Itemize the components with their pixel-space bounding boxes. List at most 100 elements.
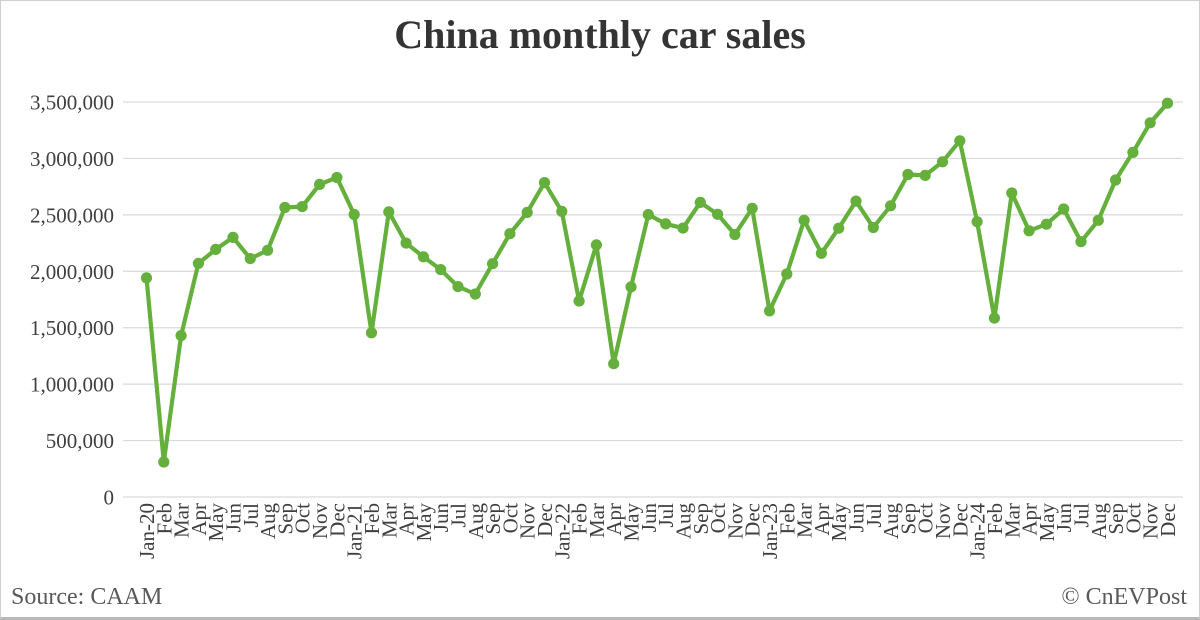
x-tick-label: Jun bbox=[1052, 503, 1076, 533]
data-point-marker bbox=[712, 208, 724, 220]
x-tick-label: Apr bbox=[187, 503, 211, 536]
data-point-marker bbox=[469, 288, 481, 300]
data-point-marker bbox=[1092, 214, 1104, 226]
data-point-marker bbox=[660, 218, 672, 230]
copyright-note: © CnEVPost bbox=[1061, 584, 1187, 610]
data-point-marker bbox=[590, 239, 603, 251]
x-tick-label: Jul bbox=[446, 503, 470, 528]
data-point-marker bbox=[694, 196, 706, 208]
data-point-marker bbox=[729, 228, 741, 241]
data-point-marker bbox=[833, 222, 845, 234]
data-point-marker bbox=[919, 169, 931, 181]
x-tick-label: Feb bbox=[568, 503, 592, 535]
data-point-marker bbox=[1075, 236, 1087, 248]
x-tick-label: Sep bbox=[1104, 503, 1128, 535]
x-tick-label: Apr bbox=[395, 503, 419, 536]
y-tick-label: 3,000,000 bbox=[30, 147, 114, 171]
x-tick-label: Jul bbox=[239, 503, 263, 528]
data-point-marker bbox=[331, 171, 343, 184]
x-tick-label: Sep bbox=[273, 503, 297, 535]
x-tick-label: May bbox=[1035, 503, 1059, 542]
data-point-marker bbox=[746, 202, 758, 214]
data-point-marker bbox=[573, 295, 585, 307]
source-note: Source: CAAM bbox=[11, 584, 163, 610]
data-point-marker bbox=[314, 178, 326, 190]
data-point-marker bbox=[867, 221, 879, 234]
x-tick-label: Mar bbox=[585, 503, 609, 538]
x-tick-label: Nov bbox=[931, 503, 955, 540]
data-point-marker bbox=[1058, 203, 1070, 215]
data-point-marker bbox=[677, 222, 689, 234]
data-point-marker bbox=[538, 177, 551, 189]
data-point-marker bbox=[175, 330, 187, 342]
x-tick-label: Jan-21 bbox=[343, 503, 367, 559]
x-tick-label: Mar bbox=[170, 503, 194, 538]
x-tick-label: Aug bbox=[879, 503, 903, 540]
x-tick-label: Dec bbox=[533, 503, 557, 537]
x-tick-label: Aug bbox=[1087, 503, 1111, 540]
data-point-marker bbox=[365, 327, 378, 339]
x-tick-label: Jul bbox=[654, 503, 678, 528]
data-point-marker bbox=[902, 168, 914, 181]
data-point-marker bbox=[988, 312, 1001, 324]
data-point-marker bbox=[521, 206, 533, 218]
x-tick-label: Apr bbox=[602, 503, 626, 536]
x-tick-label: Feb bbox=[775, 503, 799, 535]
data-point-marker bbox=[1040, 218, 1052, 230]
x-tick-label: Aug bbox=[256, 503, 280, 540]
data-point-marker bbox=[763, 305, 776, 317]
x-tick-label: Jun bbox=[222, 503, 246, 533]
x-tick-label: Oct bbox=[706, 503, 730, 533]
data-point-marker bbox=[1127, 146, 1139, 158]
y-tick-label: 500,000 bbox=[46, 429, 114, 453]
data-point-marker bbox=[1110, 174, 1122, 186]
data-point-marker bbox=[1144, 117, 1156, 129]
x-tick-label: Jan-22 bbox=[550, 503, 574, 559]
x-tick-label: Oct bbox=[291, 503, 315, 533]
data-point-marker bbox=[1006, 187, 1018, 199]
x-tick-label: May bbox=[412, 503, 436, 542]
x-tick-label: Sep bbox=[481, 503, 505, 535]
sales-line bbox=[144, 101, 1170, 465]
x-tick-label: Jan-23 bbox=[758, 503, 782, 559]
data-point-marker bbox=[815, 247, 828, 259]
x-tick-label: Jun bbox=[845, 503, 869, 533]
x-tick-label: Sep bbox=[896, 503, 920, 535]
data-point-marker bbox=[936, 156, 949, 168]
x-tick-label: Nov bbox=[723, 503, 747, 540]
data-point-marker bbox=[608, 358, 620, 370]
x-tick-label: Mar bbox=[793, 503, 817, 538]
data-point-marker bbox=[400, 237, 412, 249]
data-point-marker bbox=[504, 228, 516, 240]
data-point-marker bbox=[227, 231, 239, 243]
data-point-marker bbox=[1161, 97, 1174, 109]
data-point-marker bbox=[192, 257, 204, 269]
x-tick-label: Nov bbox=[308, 503, 332, 540]
data-point-marker bbox=[850, 195, 862, 207]
x-tick-label: Aug bbox=[671, 503, 695, 540]
x-tick-label: Oct bbox=[914, 503, 938, 533]
x-tick-label: Jan-20 bbox=[135, 503, 159, 559]
y-tick-label: 3,500,000 bbox=[30, 91, 114, 115]
x-tick-label: Feb bbox=[152, 503, 176, 535]
data-point-marker bbox=[642, 209, 654, 221]
x-tick-label: Apr bbox=[810, 503, 834, 536]
x-tick-label: Dec bbox=[1156, 503, 1180, 537]
x-tick-label: Dec bbox=[948, 503, 972, 537]
data-point-marker bbox=[348, 208, 360, 221]
data-point-marker bbox=[487, 258, 499, 270]
data-point-marker bbox=[452, 281, 464, 293]
y-tick-label: 0 bbox=[104, 486, 115, 510]
x-tick-label: Feb bbox=[983, 503, 1007, 535]
x-tick-label: May bbox=[620, 503, 644, 542]
data-point-marker bbox=[383, 206, 395, 218]
y-tick-label: 1,500,000 bbox=[30, 316, 114, 340]
x-tick-label: Jul bbox=[1069, 503, 1093, 528]
chart-title: China monthly car sales bbox=[394, 12, 806, 57]
x-tick-label: May bbox=[204, 503, 228, 542]
x-tick-label: Sep bbox=[689, 503, 713, 535]
x-tick-label: Jun bbox=[429, 503, 453, 533]
data-point-marker bbox=[158, 456, 170, 468]
